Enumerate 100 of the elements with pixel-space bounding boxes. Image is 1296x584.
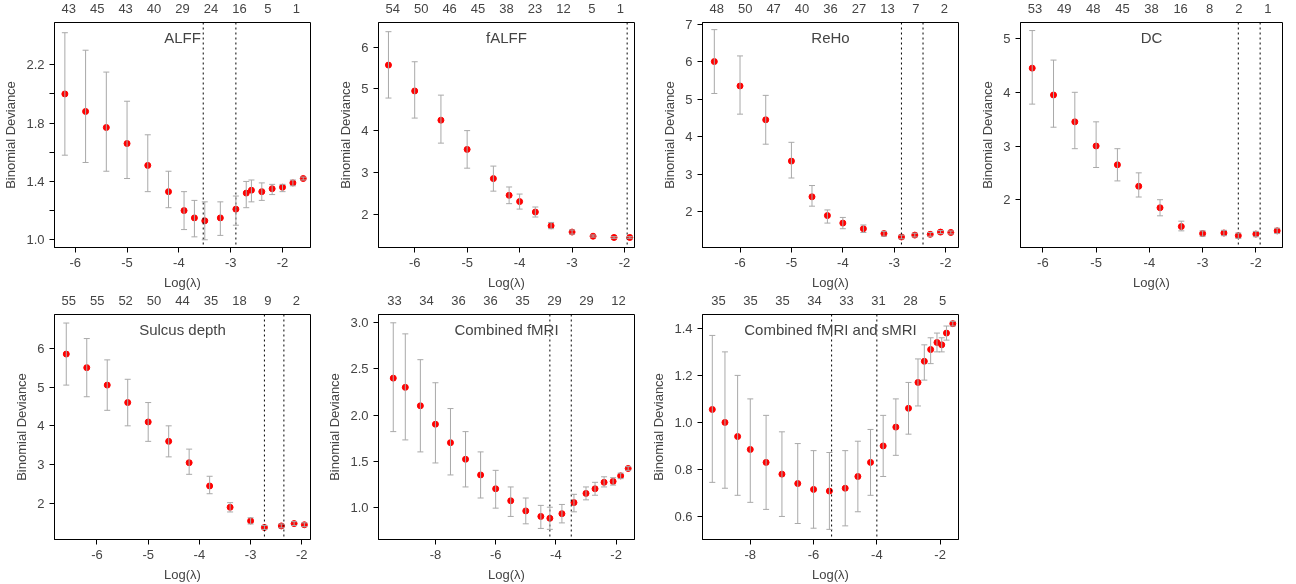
x-tick-label: -3	[224, 254, 237, 270]
x-tick-label: -6	[91, 546, 103, 562]
x-tick-label: -3	[566, 254, 578, 270]
x-tick-label: -2	[1250, 254, 1262, 270]
chart-title: Combined fMRI	[454, 320, 559, 338]
x-tick-label: -4	[871, 546, 883, 562]
text: 28	[903, 292, 918, 308]
text: 34	[807, 292, 822, 308]
text: 53	[1027, 0, 1043, 16]
text: 43	[118, 0, 133, 16]
y-axis-title: Binomial Deviance	[651, 373, 667, 481]
text: 2	[940, 0, 948, 16]
y-tick-label: 2	[37, 495, 45, 511]
x-axis-title: Log(λ)	[1133, 274, 1170, 290]
text: 49	[1056, 0, 1072, 16]
chart-title: Combined fMRI and sMRI	[744, 320, 917, 338]
text: 50	[413, 0, 429, 16]
text: 40	[794, 0, 810, 16]
text: 35	[515, 292, 530, 308]
y-tick-label: 0.8	[674, 461, 693, 477]
y-tick-label: 3	[1003, 138, 1011, 154]
text: 50	[737, 0, 753, 16]
y-tick-label: 4	[685, 129, 693, 145]
y-tick-label: 5	[361, 81, 369, 97]
y-tick-label: 3.0	[350, 315, 369, 331]
text: 29	[547, 292, 562, 308]
chart-title: DC	[1140, 28, 1163, 46]
text: 36	[451, 292, 466, 308]
chart-title: fALFF	[486, 28, 527, 46]
chart-title: ReHo	[811, 28, 850, 46]
text: 54	[385, 0, 400, 16]
text: 35	[203, 292, 219, 308]
text: 8	[1206, 0, 1214, 16]
y-axis-title: Binomial Deviance	[3, 81, 19, 189]
text: 33	[387, 292, 402, 308]
text: 5	[264, 0, 272, 16]
x-axis-title: Log(λ)	[164, 566, 201, 582]
x-tick-label: -4	[193, 546, 206, 562]
x-tick-label: -2	[934, 546, 946, 562]
y-tick-label: 3	[37, 457, 45, 473]
x-tick-label: -4	[1143, 254, 1156, 270]
y-tick-label: 2	[685, 204, 693, 220]
y-axis-title: Binomial Deviance	[980, 81, 996, 189]
text: 23	[527, 0, 543, 16]
y-tick-label: 2.5	[350, 361, 369, 377]
text: 12	[556, 0, 571, 16]
text: 29	[579, 292, 594, 308]
text: 46	[442, 0, 457, 16]
text: 12	[611, 292, 626, 308]
text: 34	[419, 292, 434, 308]
text: 45	[89, 0, 105, 16]
text: 36	[823, 0, 838, 16]
x-axis-title: Log(λ)	[164, 274, 201, 290]
text: 31	[871, 292, 886, 308]
text: 1	[292, 0, 300, 16]
text: 24	[203, 0, 219, 16]
y-tick-label: 7	[685, 16, 693, 32]
text: 16	[232, 0, 247, 16]
text: 5	[938, 292, 947, 308]
y-tick-label: 6	[361, 39, 369, 55]
x-tick-label: -4	[513, 254, 526, 270]
y-tick-label: 6	[685, 54, 693, 70]
y-tick-label: 4	[1003, 84, 1011, 100]
text: 7	[912, 0, 920, 16]
text: 18	[232, 292, 247, 308]
x-tick-label: -2	[618, 254, 631, 270]
text: 33	[839, 292, 854, 308]
x-axis-title: Log(λ)	[812, 274, 849, 290]
y-tick-label: 1.0	[350, 499, 369, 515]
text: 36	[483, 292, 498, 308]
text: 40	[146, 0, 162, 16]
x-tick-label: -3	[1196, 254, 1209, 270]
y-tick-label: 1.2	[674, 367, 693, 383]
x-tick-label: -8	[744, 546, 757, 562]
text: 35	[711, 292, 726, 308]
text: 5	[588, 0, 596, 16]
x-tick-label: -5	[1090, 254, 1102, 270]
x-tick-label: -2	[610, 546, 622, 562]
x-tick-label: -5	[461, 254, 473, 270]
y-tick-label: 2	[361, 206, 369, 222]
x-tick-label: -6	[807, 546, 820, 562]
text: 29	[175, 0, 190, 16]
y-tick-label: 6	[37, 340, 45, 356]
x-axis-title: Log(λ)	[488, 566, 525, 582]
chart-title: Sulcus depth	[139, 320, 226, 338]
y-tick-label: 1.0	[26, 232, 45, 248]
text: 13	[880, 0, 895, 16]
text: 47	[766, 0, 781, 16]
y-tick-label: 2	[1003, 192, 1011, 208]
text: 48	[1086, 0, 1101, 16]
text: 45	[470, 0, 486, 16]
x-tick-label: -6	[1037, 254, 1049, 270]
text: 35	[743, 292, 758, 308]
text: 45	[1115, 0, 1130, 16]
x-tick-label: -3	[244, 546, 257, 562]
text: 50	[146, 292, 162, 308]
x-axis-title: Log(λ)	[812, 566, 849, 582]
y-axis-title: Binomial Deviance	[338, 81, 354, 189]
y-tick-label: 1.5	[350, 453, 369, 469]
x-tick-label: -2	[296, 546, 308, 562]
